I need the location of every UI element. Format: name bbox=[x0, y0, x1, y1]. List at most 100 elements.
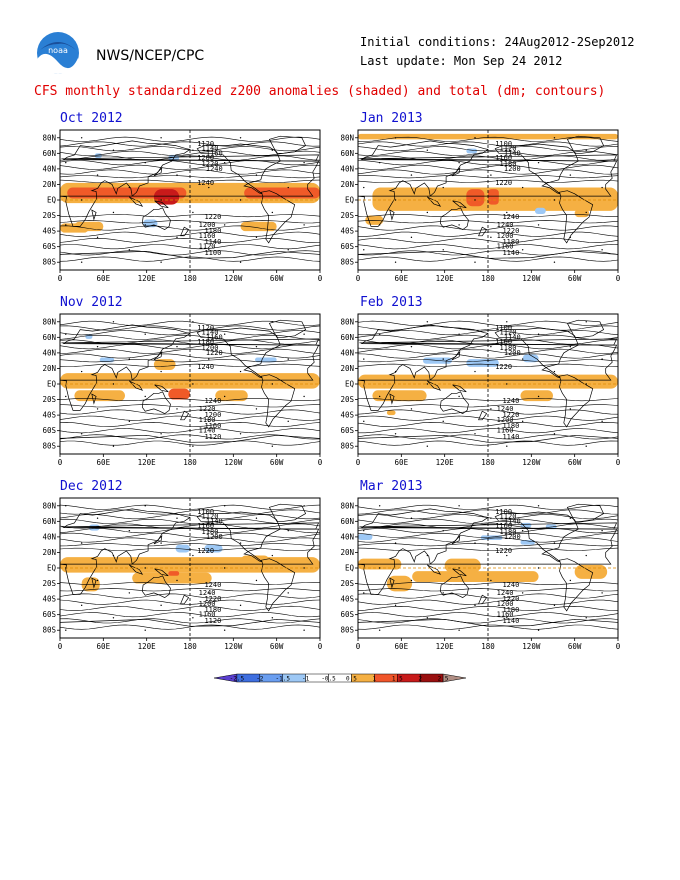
stipple-dot bbox=[303, 224, 305, 226]
contour-label: 1220 bbox=[502, 595, 519, 603]
stipple-dot bbox=[176, 174, 178, 176]
stipple-dot bbox=[303, 395, 305, 398]
stipple-dot bbox=[287, 529, 289, 532]
coastline bbox=[494, 327, 579, 379]
contour-label: 1160 bbox=[495, 522, 512, 530]
contour-label: 1240 bbox=[497, 221, 514, 229]
anomaly-shading bbox=[143, 219, 158, 228]
contour-label: 1220 bbox=[204, 595, 221, 603]
x-tick-label: 0 bbox=[356, 458, 361, 467]
contour-line bbox=[59, 231, 321, 237]
anomaly-shading bbox=[153, 359, 176, 370]
contour-label: 1240 bbox=[497, 589, 514, 597]
anomaly-shading bbox=[358, 533, 373, 540]
contour-line bbox=[59, 344, 321, 350]
anomaly-shading bbox=[244, 187, 320, 199]
stipple-dot bbox=[490, 345, 492, 348]
coastline bbox=[357, 508, 618, 595]
stipple-dot bbox=[96, 579, 99, 582]
stipple-dot bbox=[394, 199, 397, 201]
colorbar-tick-label: -0.5 bbox=[321, 676, 336, 683]
y-tick-label: 20N bbox=[340, 364, 354, 373]
stipple-dot bbox=[112, 211, 115, 214]
stipple-dot bbox=[160, 604, 162, 607]
contour-label: 1240 bbox=[502, 213, 519, 221]
stipple-dot bbox=[112, 617, 115, 619]
x-tick-label: 180 bbox=[183, 642, 197, 651]
map-panel-mar-2013: 1100112011401160118012001220124012401220… bbox=[340, 497, 621, 651]
coastline bbox=[439, 207, 469, 231]
stipple-dot bbox=[192, 617, 194, 619]
stipple-dot bbox=[553, 137, 556, 139]
coastline bbox=[153, 351, 163, 361]
y-tick-label: 40S bbox=[42, 595, 56, 604]
stipple-dot bbox=[223, 629, 226, 631]
stipple-dot bbox=[426, 383, 429, 385]
anomaly-shading bbox=[153, 189, 180, 205]
stipple-dot bbox=[208, 186, 210, 189]
contour-line bbox=[357, 618, 619, 624]
contour-label: 1120 bbox=[204, 433, 221, 441]
stipple-dot bbox=[144, 161, 146, 164]
x-tick-label: 60W bbox=[568, 274, 582, 283]
contour-line bbox=[357, 518, 619, 524]
contour-label: 1180 bbox=[197, 338, 214, 346]
stipple-dot bbox=[569, 345, 572, 348]
y-tick-label: 80N bbox=[42, 133, 56, 142]
contour-line bbox=[357, 599, 619, 605]
stipple-dot bbox=[394, 604, 397, 607]
contour-label: 1140 bbox=[502, 433, 519, 441]
stipple-dot bbox=[537, 161, 540, 164]
stipple-dot bbox=[128, 592, 131, 594]
stipple-dot bbox=[442, 186, 444, 189]
y-tick-label: 60S bbox=[340, 610, 354, 619]
coastline bbox=[153, 535, 163, 545]
y-tick-label: EQ bbox=[47, 564, 57, 573]
stipple-dot bbox=[410, 345, 413, 348]
contour-line bbox=[59, 136, 321, 142]
stipple-dot bbox=[80, 261, 83, 263]
coastline bbox=[180, 226, 190, 237]
contour-label: 1140 bbox=[202, 145, 219, 153]
stipple-dot bbox=[474, 137, 476, 139]
stipple-dot bbox=[192, 383, 194, 385]
y-tick-label: 60N bbox=[340, 149, 354, 158]
stipple-dot bbox=[80, 199, 83, 201]
y-tick-label: EQ bbox=[345, 564, 355, 573]
contour-label: 1140 bbox=[504, 149, 521, 157]
stipple-dot bbox=[410, 236, 413, 239]
stipple-dot bbox=[490, 579, 492, 582]
anomaly-shading bbox=[488, 189, 499, 205]
contour-label: 1180 bbox=[202, 528, 219, 536]
stipple-dot bbox=[144, 567, 146, 569]
anomaly-shading bbox=[520, 390, 553, 402]
x-tick-label: 180 bbox=[481, 274, 495, 283]
stipple-dot bbox=[144, 224, 146, 226]
coastline bbox=[478, 226, 488, 237]
contour-label: 1120 bbox=[197, 140, 214, 148]
stipple-dot bbox=[601, 186, 603, 189]
x-tick-label: 60E bbox=[395, 458, 409, 467]
contour-label: 1140 bbox=[504, 517, 521, 525]
contour-label: 1220 bbox=[495, 179, 512, 187]
panel-title: Mar 2013 bbox=[360, 479, 423, 494]
stipple-dot bbox=[65, 395, 67, 398]
noaa-logo-icon: noaa bbox=[37, 32, 79, 74]
panel-title: Nov 2012 bbox=[60, 295, 123, 310]
anomaly-shading bbox=[255, 357, 277, 363]
contour-label: 1220 bbox=[502, 411, 519, 419]
stipple-dot bbox=[303, 505, 305, 507]
stipple-dot bbox=[144, 505, 146, 507]
stipple-dot bbox=[223, 224, 226, 226]
contour-label: 1200 bbox=[197, 154, 214, 162]
y-tick-label: 80S bbox=[42, 442, 56, 451]
contour-label: 1240 bbox=[497, 405, 514, 413]
y-tick-label: 20S bbox=[42, 395, 56, 404]
contour-label: 1120 bbox=[500, 145, 517, 153]
contour-label: 1200 bbox=[202, 344, 219, 352]
stipple-dot bbox=[585, 445, 587, 447]
initial-conditions: Initial conditions: 24Aug2012-2Sep2012 bbox=[360, 35, 635, 49]
x-tick-label: 120W bbox=[522, 458, 541, 467]
contour-label: 1120 bbox=[202, 513, 219, 521]
coastline bbox=[141, 207, 171, 231]
